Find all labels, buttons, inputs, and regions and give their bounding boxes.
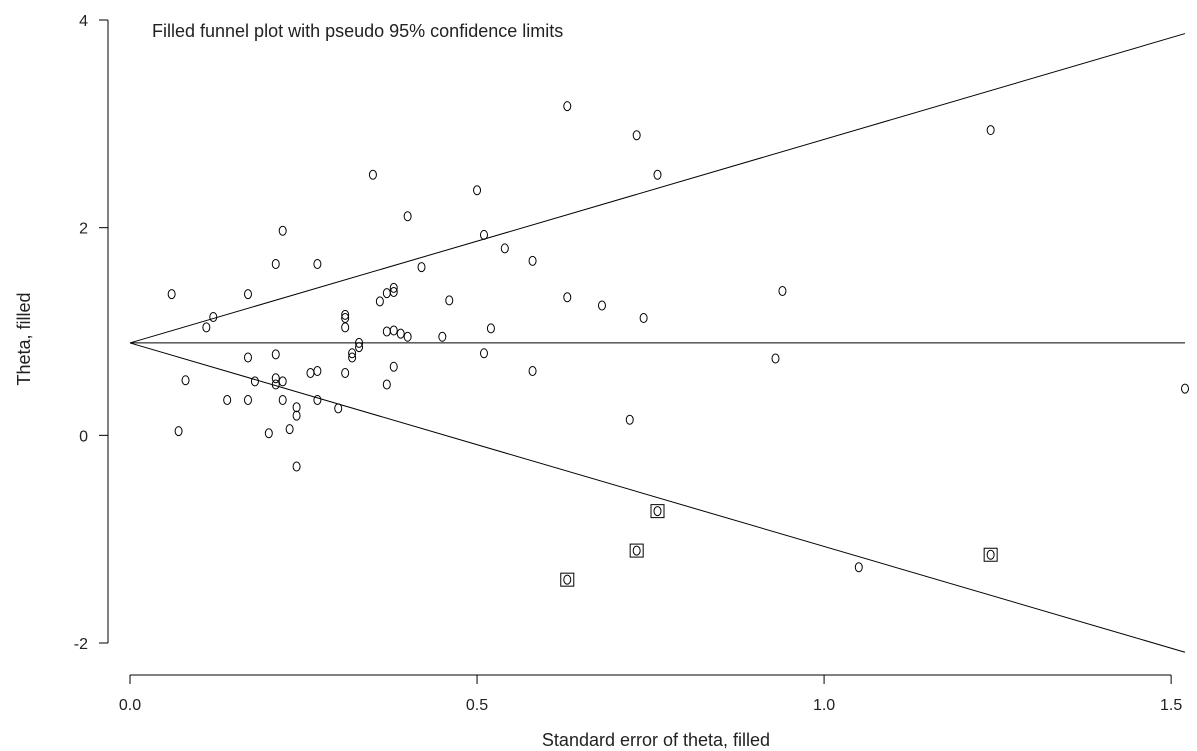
filled-study-point	[563, 574, 572, 585]
study-point	[396, 328, 405, 339]
study-point	[1181, 383, 1189, 394]
study-point	[389, 361, 398, 372]
study-point	[403, 331, 412, 342]
study-point	[348, 348, 357, 359]
filled-study-marker	[629, 543, 644, 558]
study-point	[243, 289, 252, 300]
study-point	[771, 353, 780, 364]
study-point	[341, 313, 350, 324]
study-point	[632, 130, 641, 141]
study-point	[417, 262, 426, 273]
study-point	[355, 337, 364, 348]
study-point	[382, 288, 391, 299]
axes: -2 0 2 4 0.0 0.5 1.0 1.5	[74, 13, 1183, 714]
study-point	[986, 125, 995, 136]
study-point	[271, 373, 280, 384]
study-point	[597, 300, 606, 311]
study-point	[285, 424, 294, 435]
study-point	[292, 461, 301, 472]
study-point	[528, 255, 537, 266]
study-point	[313, 259, 322, 270]
study-point	[292, 410, 301, 421]
study-point	[223, 395, 232, 406]
funnel-lines	[129, 33, 1186, 653]
study-point	[382, 326, 391, 337]
study-point	[528, 365, 537, 376]
study-point	[271, 349, 280, 360]
filled-study-marker	[650, 504, 665, 519]
x-tick-label: 1.0	[813, 697, 835, 714]
study-point	[313, 365, 322, 376]
x-tick-label: 0.0	[119, 697, 141, 714]
study-point	[341, 322, 350, 333]
study-point	[486, 323, 495, 334]
study-points	[167, 101, 1189, 587]
study-point	[341, 309, 350, 320]
study-point	[202, 322, 211, 333]
study-point	[500, 243, 509, 254]
study-point	[473, 185, 482, 196]
x-tick-label: 0.5	[466, 697, 488, 714]
study-point	[278, 395, 287, 406]
chart-title: Filled funnel plot with pseudo 95% confi…	[152, 21, 563, 41]
study-point	[563, 292, 572, 303]
study-point	[778, 286, 787, 297]
x-axis-title: Standard error of theta, filled	[542, 730, 770, 750]
study-point	[167, 289, 176, 300]
study-point	[209, 311, 218, 322]
study-point	[375, 296, 384, 307]
y-tick-label: 2	[79, 221, 88, 238]
study-point	[625, 414, 634, 425]
y-tick-label: 0	[79, 428, 88, 445]
study-point	[389, 287, 398, 298]
study-point	[563, 101, 572, 112]
study-point	[250, 376, 259, 387]
study-point	[292, 402, 301, 413]
study-point	[181, 375, 190, 386]
filled-study-point	[653, 506, 662, 517]
x-tick-label: 1.5	[1160, 697, 1182, 714]
study-point	[479, 348, 488, 359]
y-tick-label: 4	[79, 13, 88, 30]
study-point	[334, 403, 343, 414]
study-point	[389, 325, 398, 336]
study-point	[174, 426, 183, 437]
study-point	[653, 169, 662, 180]
y-axis-title: Theta, filled	[14, 292, 34, 385]
study-point	[306, 368, 315, 379]
study-point	[278, 225, 287, 236]
filled-study-marker	[560, 572, 575, 587]
filled-study-marker	[983, 547, 998, 562]
study-point	[438, 331, 447, 342]
filled-study-point	[632, 545, 641, 556]
study-point	[368, 169, 377, 180]
study-point	[854, 562, 863, 573]
lower-confidence-limit	[129, 342, 1186, 653]
study-point	[639, 313, 648, 324]
study-point	[264, 428, 273, 439]
study-point	[389, 282, 398, 293]
study-point	[243, 395, 252, 406]
study-point	[243, 352, 252, 363]
study-point	[445, 295, 454, 306]
study-point	[271, 259, 280, 270]
study-point	[278, 376, 287, 387]
upper-confidence-limit	[129, 33, 1186, 344]
y-tick-label: -2	[74, 636, 88, 653]
study-point	[348, 352, 357, 363]
study-point	[355, 342, 364, 353]
study-point	[403, 211, 412, 222]
study-point	[479, 229, 488, 240]
filled-study-point	[986, 549, 995, 560]
study-point	[341, 368, 350, 379]
study-point	[382, 379, 391, 390]
study-point	[271, 379, 280, 390]
study-point	[313, 395, 322, 406]
